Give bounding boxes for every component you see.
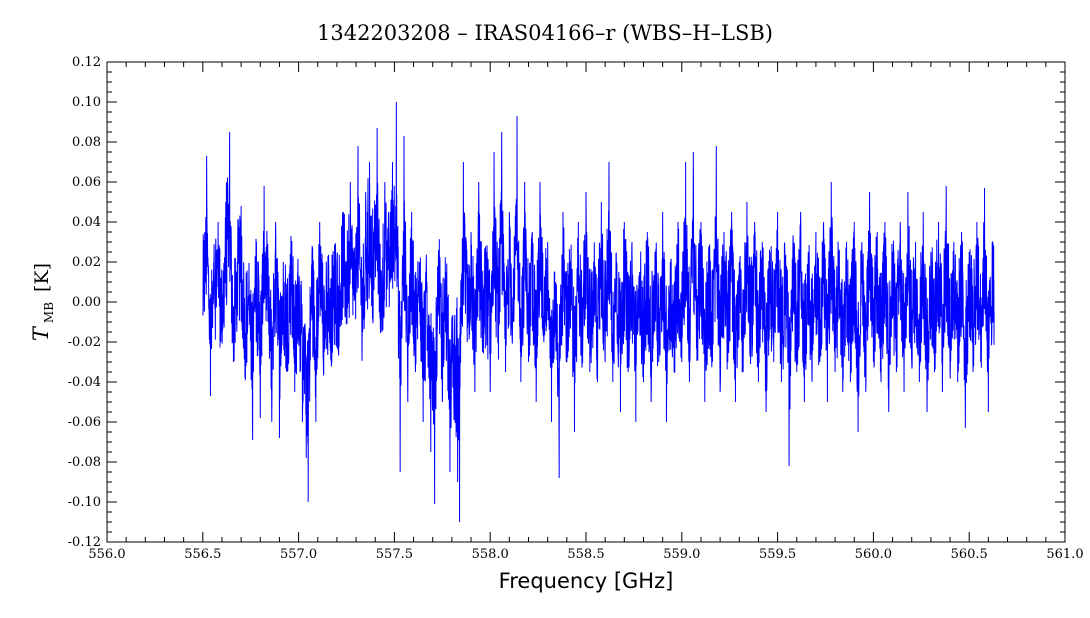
y-tick-label: 0.10: [72, 95, 101, 110]
x-tick-label: 560.0: [855, 547, 892, 562]
x-tick-label: 558.5: [567, 547, 604, 562]
x-tick-label: 556.0: [88, 547, 125, 562]
y-axis-label-symbol: T: [29, 325, 53, 341]
x-axis-label: Frequency [GHz]: [499, 569, 674, 593]
y-tick-label: 0.12: [72, 55, 101, 70]
y-axis-label: T MB [K]: [29, 263, 57, 341]
y-tick-label: -0.04: [68, 375, 101, 390]
x-tick-label: 556.5: [184, 547, 221, 562]
y-tick-label: -0.10: [68, 495, 101, 510]
y-tick-label: -0.06: [68, 415, 101, 430]
x-axis: 556.0 556.5 557.0 557.5 558.0 558.5 559.0 559.5…: [88, 62, 1084, 562]
x-tick-label: 559.0: [663, 547, 700, 562]
y-tick-label: 0.06: [72, 175, 101, 190]
x-tick-label: 558.0: [472, 547, 509, 562]
svg-text:T MB [K]: T MB [K]: [29, 263, 57, 341]
y-tick-label: 0.00: [72, 295, 101, 310]
y-axis-label-subscript: MB: [42, 302, 56, 323]
y-tick-label: -0.12: [68, 535, 101, 550]
x-tick-label: 561.0: [1046, 547, 1083, 562]
y-axis-label-unit: [K]: [31, 263, 53, 292]
spectrum-series-line: [202, 101, 995, 523]
y-tick-label: 0.02: [72, 255, 101, 270]
y-tick-label: 0.08: [72, 135, 101, 150]
x-tick-label: 557.5: [376, 547, 413, 562]
y-tick-label: -0.08: [68, 455, 101, 470]
y-tick-label: 0.04: [72, 215, 101, 230]
chart-title: 1342203208 – IRAS04166–r (WBS–H–LSB): [317, 21, 773, 45]
x-tick-label: 560.5: [951, 547, 988, 562]
x-tick-label: 559.5: [759, 547, 796, 562]
y-axis: -0.12 -0.10 -0.08 -0.06 -0.04 -0.02 0.00 0.02 0.…: [68, 55, 1065, 550]
series-group: [202, 101, 995, 523]
x-tick-label: 557.0: [280, 547, 317, 562]
y-tick-label: -0.02: [68, 335, 101, 350]
